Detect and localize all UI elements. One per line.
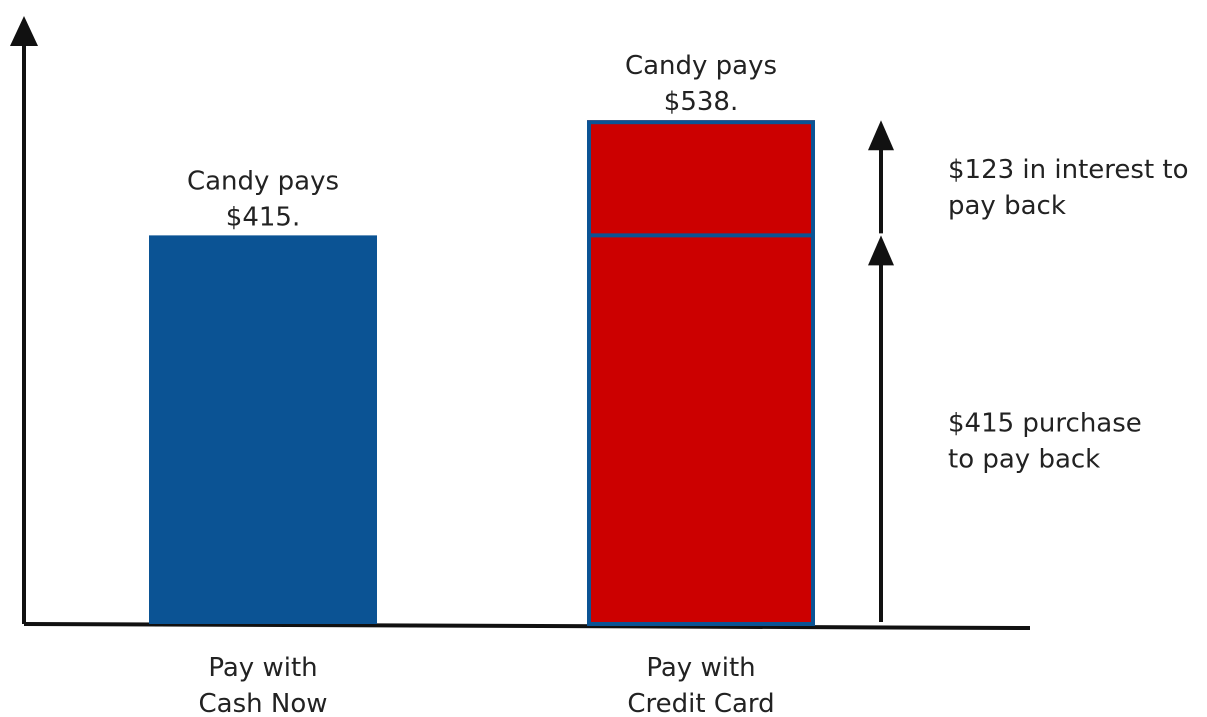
bar-top-label-line-1-0: Candy pays bbox=[625, 51, 777, 81]
bar-outline-1 bbox=[587, 120, 815, 626]
bar-top-label-line-1-1: $538. bbox=[664, 87, 738, 117]
category-label-line-1-1: Credit Card bbox=[627, 689, 774, 717]
bar-segment-0-0 bbox=[149, 235, 377, 624]
category-label-line-0-0: Pay with bbox=[208, 653, 317, 683]
annotation-text-line-0-1: pay back bbox=[948, 191, 1066, 221]
bar-top-label-0: Candy pays $415. bbox=[187, 166, 339, 232]
chart-labels: Candy pays $415. Pay with Cash Now Candy pay… bbox=[187, 51, 1189, 717]
annotation-text-line-0-0: $123 in interest to bbox=[948, 155, 1189, 185]
annotation-text-line-1-0: $415 purchase bbox=[948, 409, 1142, 439]
category-label-line-0-1: Cash Now bbox=[199, 689, 328, 717]
annotation-arrowhead-0 bbox=[868, 235, 894, 266]
category-label-line-1-0: Pay with bbox=[646, 653, 755, 683]
bar-segment-1-1 bbox=[587, 120, 815, 236]
bar-top-label-line-0-0: Candy pays bbox=[187, 166, 339, 196]
annotation-arrows bbox=[868, 120, 894, 622]
annotation-text-line-1-1: to pay back bbox=[948, 445, 1100, 475]
annotation-arrowhead-1 bbox=[868, 120, 894, 151]
chart-axes bbox=[10, 16, 1031, 630]
y-axis-arrowhead bbox=[10, 16, 38, 46]
bar-top-label-1: Candy pays $538. bbox=[625, 51, 777, 117]
annotation-text-1: $415 purchase to pay back bbox=[948, 409, 1142, 475]
bar-segment-1-0 bbox=[587, 235, 815, 624]
x-axis-line bbox=[23, 622, 1031, 630]
chart-bars bbox=[149, 120, 815, 626]
bar-top-label-line-0-1: $415. bbox=[226, 202, 300, 232]
category-label-0: Pay with Cash Now bbox=[199, 653, 328, 717]
category-label-1: Pay with Credit Card bbox=[627, 653, 774, 717]
annotation-text-0: $123 in interest to pay back bbox=[948, 155, 1189, 221]
